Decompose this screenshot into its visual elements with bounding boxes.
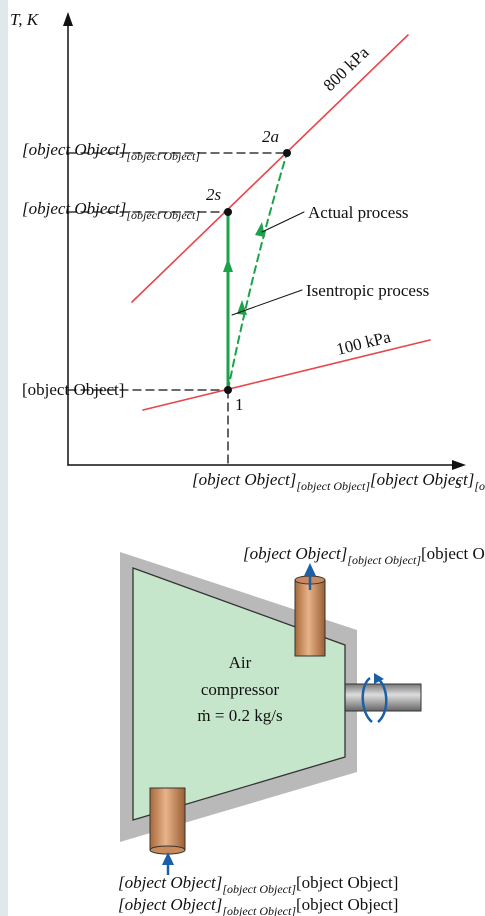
compressor-label: ṁ = 0.2 kg/s xyxy=(197,706,282,725)
text-part: [object Object] xyxy=(22,199,126,218)
text-part: [object Object] xyxy=(370,470,474,489)
compressor-label: Air xyxy=(229,653,252,672)
axis-label: s xyxy=(455,473,462,492)
axis-label: T, K xyxy=(10,10,40,29)
isentropic-arrow xyxy=(223,258,233,272)
text-part: [object Object] xyxy=(296,895,398,914)
process-label: Actual process xyxy=(308,203,409,222)
text-part: [object Object] xyxy=(192,470,296,489)
shaft xyxy=(344,683,422,712)
leader-line xyxy=(231,289,303,316)
x-axis-arrow xyxy=(452,460,466,470)
compressor-body xyxy=(132,567,346,821)
state-point xyxy=(224,386,232,394)
isobar-label: 800 kPa xyxy=(320,43,373,95)
rotation-arrowhead xyxy=(374,673,384,684)
text-part: [object Object] xyxy=(222,904,296,916)
pipe-end xyxy=(149,845,186,855)
guide-lines xyxy=(67,152,288,466)
inlet-label: [object Object][object Object][object Ob… xyxy=(118,873,398,896)
text-part: [object Object] xyxy=(118,895,222,914)
text-part: [object Object] xyxy=(243,544,347,563)
state-point xyxy=(283,149,291,157)
text-part: [object Object] xyxy=(22,140,126,159)
point-label: 2a xyxy=(262,127,279,146)
side-strip xyxy=(0,0,8,916)
outlet-pipe xyxy=(294,579,326,657)
text-part: [object Object] xyxy=(118,873,222,892)
flow-arrowhead xyxy=(162,852,174,865)
outlet-label: [object Object][object Object][object Ob… xyxy=(243,544,485,567)
leader-line xyxy=(261,211,305,233)
text-part: [object Object] xyxy=(347,553,421,567)
y-axis-arrow xyxy=(63,12,73,26)
y-tick-label: [object Object][object Object] xyxy=(22,140,200,163)
point-label: 1 xyxy=(235,395,244,414)
text-part: [object Object] xyxy=(126,208,200,222)
isobar-800 xyxy=(131,34,409,303)
text-part: [object Object] xyxy=(474,479,485,493)
text-part: [object Object] xyxy=(296,479,370,493)
text-part: [object Object] xyxy=(222,882,296,896)
y-tick-label: [object Object] xyxy=(22,380,124,399)
isobar-100 xyxy=(142,339,431,411)
text-part: [object Object] xyxy=(296,873,398,892)
text-part: [object Object] xyxy=(126,149,200,163)
x-tick-label: [object Object][object Object][object Ob… xyxy=(192,470,485,493)
rotation-arrow xyxy=(361,676,388,723)
y-tick-label: [object Object][object Object] xyxy=(22,199,200,222)
process-label: Isentropic process xyxy=(306,281,429,300)
isobar-label: 100 kPa xyxy=(334,327,393,359)
compressor xyxy=(120,552,422,875)
inlet-pipe xyxy=(149,787,186,851)
ts-diagram xyxy=(63,12,466,470)
actual-arrow xyxy=(255,222,265,237)
compressor-label: compressor xyxy=(201,680,280,699)
point-label: 2s xyxy=(206,185,222,204)
actual-arrow xyxy=(237,300,247,315)
text-part: [object Object] xyxy=(22,380,124,399)
text-part: [object Object] xyxy=(421,544,485,563)
state-point xyxy=(224,208,232,216)
inlet-label: [object Object][object Object][object Ob… xyxy=(118,895,398,916)
flow-arrowhead xyxy=(304,563,316,576)
actual-curve xyxy=(227,152,288,391)
